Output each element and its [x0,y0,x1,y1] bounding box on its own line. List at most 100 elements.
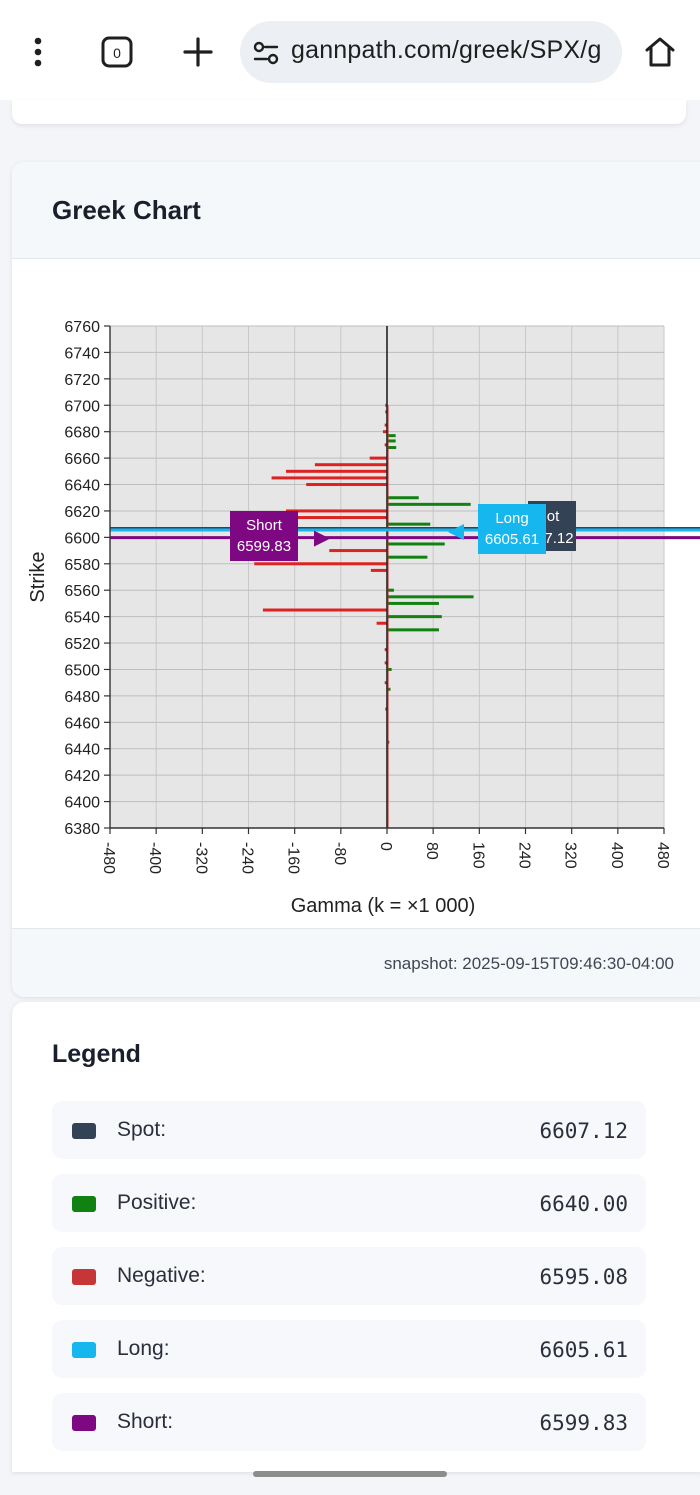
bar-positive [387,502,471,506]
y-tick-label: 6680 [64,425,100,442]
y-tick-label: 6460 [64,715,100,732]
bar-positive [387,555,428,559]
legend-value: 6640.00 [539,1192,628,1216]
y-tick-label: 6420 [64,768,100,785]
y-tick-label: 6740 [64,345,100,362]
y-tick-label: 6720 [64,372,100,389]
y-tick-label: 6700 [64,398,100,415]
x-tick-label: -160 [285,842,302,874]
y-tick-label: 6600 [64,530,100,547]
bar-negative [384,681,387,685]
x-tick-label: 80 [423,842,440,860]
bar-positive [387,542,445,546]
bar-positive [387,628,439,632]
y-tick-label: 6500 [64,662,100,679]
legend-value: 6605.61 [539,1338,628,1362]
spot-label-text: ot [547,508,560,525]
bar-negative [314,463,387,467]
long-label-value: 6605.61 [485,531,539,548]
legend-item-long: Long: 6605.61 [52,1320,646,1378]
x-axis-title: Gamma (k = ×1 000) [291,895,476,917]
legend-title: Legend [52,1040,141,1068]
y-tick-label: 6620 [64,504,100,521]
greek-chart-card: Greek Chart 6760 6740 6720 6700 6680 6660 6640… [12,162,700,997]
x-tick-label: 0 [377,842,394,851]
y-tick-label: 6380 [64,821,100,838]
y-tick-label: 6580 [64,557,100,574]
tune-icon[interactable] [252,39,280,67]
greek-chart: 6760 6740 6720 6700 6680 6660 6640 6620 6600 6580… [27,319,700,917]
bar-negative [329,549,387,553]
x-tick-label: 400 [608,842,625,869]
svg-text:0: 0 [113,45,121,61]
previous-card [12,100,686,124]
y-tick-label: 6440 [64,742,100,759]
legend-label: Long: [117,1337,170,1360]
bar-positive [387,439,396,443]
legend-label: Short: [117,1410,174,1433]
legend-label: Spot: [117,1118,167,1141]
address-bar[interactable]: gannpath.com/greek/SPX/g [240,21,622,83]
y-tick-label: 6480 [64,689,100,706]
url-text[interactable]: gannpath.com/greek/SPX/g [291,36,602,64]
card-header: Greek Chart [12,162,700,259]
x-tick-label: 480 [654,842,671,869]
bar-negative [384,661,387,665]
home-icon[interactable] [638,30,682,74]
bar-positive [387,595,474,599]
legend-value: 6599.83 [539,1411,628,1435]
tabs-icon[interactable]: 0 [95,30,139,74]
negative-swatch [72,1269,96,1285]
snapshot-timestamp: snapshot: 2025-09-15T09:46:30-04:00 [383,954,674,973]
home-indicator[interactable] [253,1471,447,1477]
bar-negative [385,707,387,711]
short-label-box [230,511,298,561]
legend-value: 6607.12 [539,1119,628,1143]
y-tick-label: 6400 [64,795,100,812]
short-label-text: Short [246,517,283,534]
legend-item-spot: Spot: 6607.12 [52,1101,646,1159]
bar-negative [254,562,387,566]
legend-item-negative: Negative: 6595.08 [52,1247,646,1305]
legend-card: Legend Spot: 6607.12 Positive: 6640.00 N… [12,1002,700,1472]
spot-swatch [72,1123,96,1139]
bar-positive [387,522,431,526]
bar-negative [294,516,387,520]
bar-negative [385,410,387,414]
long-swatch [72,1342,96,1358]
y-tick-label: 6640 [64,478,100,495]
bar-positive [387,667,392,671]
y-tick-label: 6540 [64,610,100,627]
y-axis-title: Strike [27,551,49,602]
bar-negative [385,403,387,407]
bar-negative [382,430,387,434]
bar-negative [286,509,387,513]
kebab-menu-icon[interactable] [16,30,60,74]
card-title: Greek Chart [52,195,201,225]
x-tick-label: 240 [516,842,533,869]
bar-negative [376,621,387,625]
plus-icon[interactable] [176,30,220,74]
spot-label-value: 7.12 [544,530,573,547]
bar-positive [387,446,397,450]
x-tick-label: -480 [100,842,117,874]
y-tick-label: 6760 [64,319,100,336]
bar-positive [387,496,419,500]
legend-item-short: Short: 6599.83 [52,1393,646,1451]
x-tick-label: -80 [331,842,348,865]
bar-negative [384,648,387,652]
legend-item-positive: Positive: 6640.00 [52,1174,646,1232]
bar-positive [387,615,442,619]
short-swatch [72,1415,96,1431]
long-label-text: Long [495,510,528,527]
y-tick-label: 6520 [64,636,100,653]
bar-negative [262,608,387,612]
positive-swatch [72,1196,96,1212]
short-label-value: 6599.83 [237,538,291,555]
bar-positive [387,687,391,691]
legend-label: Positive: [117,1191,197,1214]
legend-value: 6595.08 [539,1265,628,1289]
x-tick-label: -320 [192,842,209,874]
bar-negative [370,568,387,572]
card-footer: snapshot: 2025-09-15T09:46:30-04:00 [12,928,700,997]
